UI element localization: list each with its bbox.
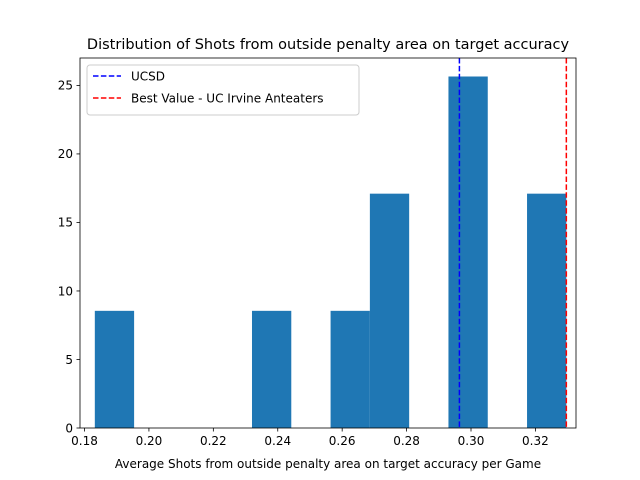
x-axis-label: Average Shots from outside penalty area … [115, 457, 541, 471]
x-tick-label: 0.32 [522, 434, 549, 448]
histogram-bar-7 [369, 193, 410, 428]
chart-title: Distribution of Shots from outside penal… [87, 37, 570, 53]
bars-group [94, 76, 567, 428]
y-tick-label: 25 [58, 79, 73, 93]
x-tick-label: 0.26 [329, 434, 356, 448]
histogram-bar-11 [527, 193, 567, 428]
legend-box [86, 64, 360, 116]
histogram-bar-9 [448, 76, 488, 428]
legend-label-0: UCSD [131, 70, 165, 84]
x-tick-label: 0.22 [200, 434, 227, 448]
x-tick-label: 0.18 [71, 434, 98, 448]
x-tick-label: 0.24 [264, 434, 291, 448]
histogram-bar-4 [251, 310, 292, 428]
histogram-bar-0 [94, 310, 135, 428]
legend: UCSD Best Value - UC Irvine Anteaters [86, 64, 360, 116]
x-tick-label: 0.28 [393, 434, 420, 448]
y-tick-label: 15 [58, 216, 73, 230]
x-tick-label: 0.20 [136, 434, 163, 448]
y-tick-label: 20 [58, 147, 73, 161]
y-tick-label: 10 [58, 284, 73, 298]
plot-frame [79, 57, 577, 429]
x-axis-ticks: 0.18 0.20 0.22 0.24 0.26 0.28 0.30 0.32 [71, 428, 549, 448]
x-tick-label: 0.30 [458, 434, 485, 448]
legend-label-1: Best Value - UC Irvine Anteaters [131, 92, 324, 106]
y-axis-ticks: 0 5 10 15 20 25 [58, 79, 80, 435]
reference-lines-group [458, 58, 568, 428]
y-tick-label: 5 [65, 353, 73, 367]
histogram-bar-6 [330, 310, 370, 428]
y-tick-label: 0 [65, 421, 73, 435]
